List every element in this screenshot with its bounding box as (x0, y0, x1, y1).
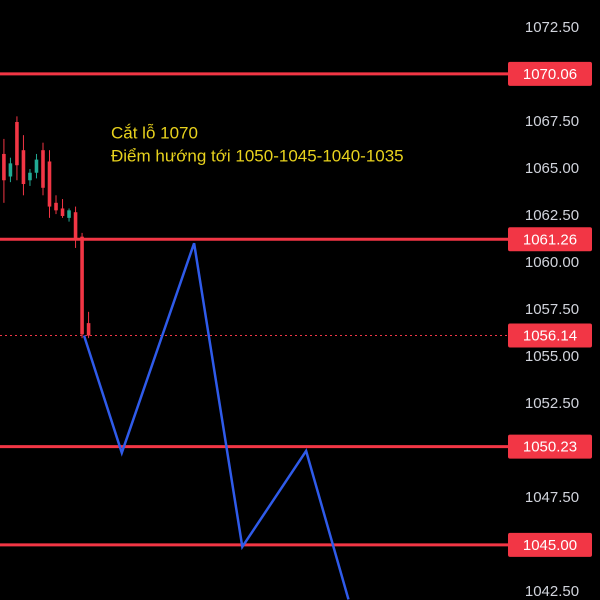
candle-body (15, 121, 19, 166)
projection-line (82, 242, 350, 600)
candle-body (60, 208, 65, 216)
candle-body (34, 159, 39, 173)
level-label-box (508, 532, 592, 557)
y-tick-label: 1052.50 (525, 395, 579, 412)
price-label: 1056.14 (523, 327, 577, 344)
candle-body (47, 161, 52, 207)
y-tick-label: 1047.50 (525, 489, 579, 506)
y-tick-label: 1067.50 (525, 113, 579, 130)
candle-body (80, 236, 84, 335)
candle-body (8, 163, 13, 177)
level-label-box (508, 434, 592, 459)
candle-body (73, 212, 78, 241)
level-label: 1061.26 (523, 231, 577, 248)
price-label-box (508, 323, 592, 348)
y-tick-label: 1057.50 (525, 301, 579, 318)
level-label-box (508, 61, 592, 86)
y-tick-label: 1065.00 (525, 160, 579, 177)
candle-body (41, 150, 45, 188)
y-tick-label: 1042.50 (525, 583, 579, 600)
candle-body (67, 210, 71, 218)
y-tick-label: 1060.00 (525, 254, 579, 271)
level-label: 1045.00 (523, 537, 577, 554)
y-tick-label: 1072.50 (525, 19, 579, 36)
annotation: Cắt lỗ 1070 (111, 123, 198, 142)
y-tick-label: 1055.00 (525, 348, 579, 365)
candle-body (21, 150, 26, 185)
level-label-box (508, 227, 592, 252)
level-label: 1050.23 (523, 439, 577, 456)
candle-body (28, 172, 32, 181)
level-label: 1070.06 (523, 66, 577, 83)
candle-body (2, 153, 6, 181)
annotation: Điểm hướng tới 1050-1045-1040-1035 (111, 146, 404, 165)
candle-body (54, 202, 58, 211)
candle-body (86, 323, 91, 336)
y-tick-label: 1062.50 (525, 207, 579, 224)
